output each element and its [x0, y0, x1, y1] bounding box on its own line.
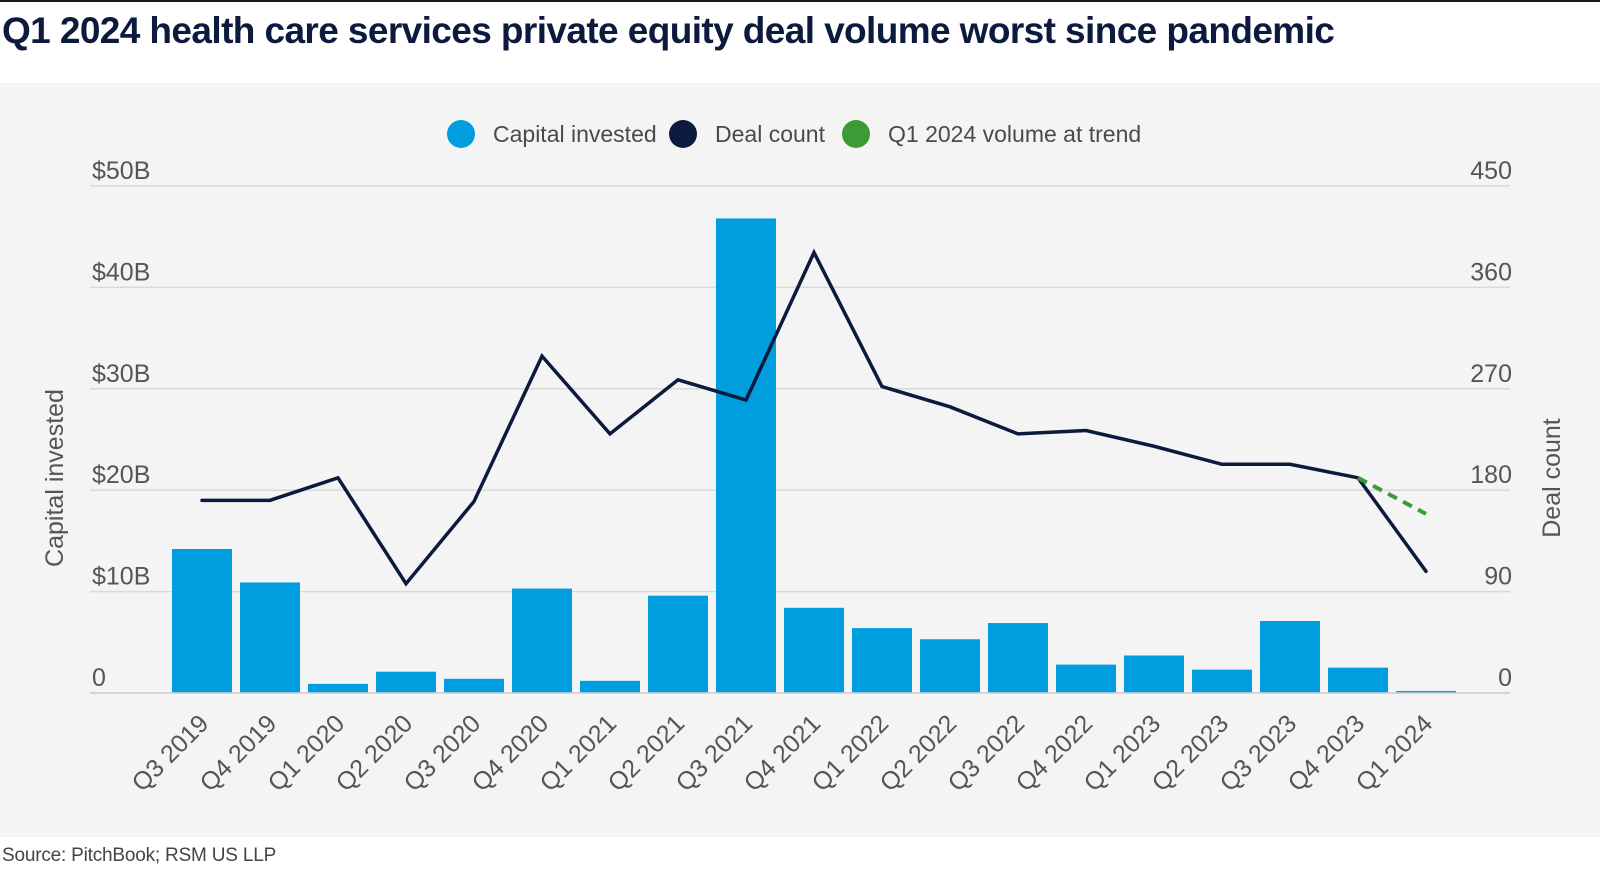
right-tick-label: 90 — [1484, 563, 1512, 591]
left-tick-label: 0 — [92, 664, 106, 692]
left-tick-label: $10B — [92, 563, 150, 591]
legend-swatch — [669, 120, 697, 148]
right-axis-label: Deal count — [1538, 418, 1566, 538]
capital-bar — [920, 639, 980, 693]
right-tick-label: 450 — [1470, 157, 1512, 185]
axes: 0 $10B $20B $30B $40B $50B 0 90 180 270 360 450 Capi… — [41, 157, 1566, 797]
capital-bar — [1260, 621, 1320, 693]
left-tick-label: $40B — [92, 258, 150, 286]
left-tick-label: $20B — [92, 461, 150, 489]
legend-label: Q1 2024 volume at trend — [888, 121, 1141, 147]
capital-bar — [308, 683, 368, 693]
legend-swatch — [447, 120, 475, 148]
legend-label: Deal count — [715, 121, 826, 147]
capital-bar — [580, 680, 640, 693]
left-axis-label: Capital invested — [41, 389, 69, 567]
capital-bar — [1056, 664, 1116, 693]
capital-bar — [1124, 655, 1184, 693]
capital-bars — [172, 218, 1456, 693]
chart-panel — [0, 83, 1600, 837]
legend-swatch — [842, 120, 870, 148]
capital-bar — [784, 607, 844, 693]
category-label: Q1 2024 — [1351, 709, 1439, 797]
right-tick-label: 0 — [1498, 664, 1512, 692]
left-tick-label: $50B — [92, 157, 150, 185]
capital-bar — [512, 588, 572, 693]
deal-lines — [200, 248, 1428, 587]
trend-line — [1357, 476, 1427, 516]
capital-bar — [172, 549, 232, 693]
capital-bar — [240, 582, 300, 693]
capital-bar — [852, 628, 912, 693]
legend-label: Capital invested — [493, 121, 657, 147]
right-tick-label: 180 — [1470, 461, 1512, 489]
capital-bar — [648, 595, 708, 693]
capital-bar — [1328, 667, 1388, 693]
left-tick-label: $30B — [92, 360, 150, 388]
right-tick-label: 270 — [1470, 360, 1512, 388]
capital-bar — [988, 623, 1048, 693]
deal-count-line — [200, 248, 1428, 587]
capital-bar — [1192, 669, 1252, 693]
capital-bar — [376, 671, 436, 693]
right-tick-label: 360 — [1470, 258, 1512, 286]
page-title: Q1 2024 health care services private equ… — [2, 10, 1335, 51]
legend: Capital invested Deal count Q1 2024 volume… — [447, 120, 1141, 148]
capital-bar — [444, 678, 504, 693]
source-note: Source: PitchBook; RSM US LLP — [2, 845, 277, 866]
capital-bar — [716, 218, 776, 693]
top-rule — [0, 0, 1600, 2]
capital-bar — [1396, 690, 1456, 693]
